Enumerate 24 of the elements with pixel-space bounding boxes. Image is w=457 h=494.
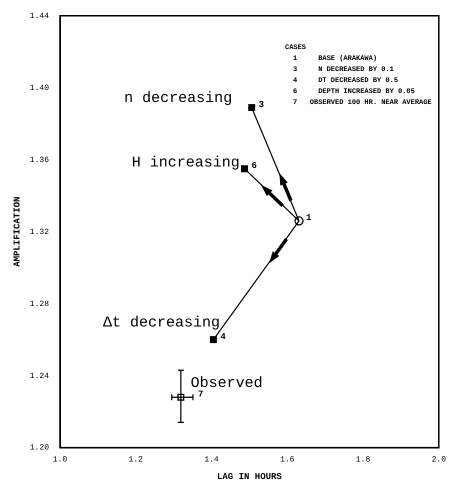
- annotation: Δt decreasing: [103, 314, 220, 332]
- x-tick-label: 1.0: [52, 456, 68, 465]
- annotation: H increasing: [132, 154, 240, 172]
- x-tick-label: 2.0: [432, 456, 446, 465]
- y-tick-label: 1.32: [30, 228, 50, 237]
- x-tick-label: 1.8: [356, 456, 370, 465]
- x-tick-label: 1.4: [204, 456, 219, 465]
- series-label: 4: [220, 332, 226, 342]
- x-axis-title: LAG IN HOURS: [216, 472, 282, 482]
- y-tick-label: 1.44: [30, 12, 50, 21]
- series-label: 1: [306, 213, 312, 224]
- series-label: 7: [198, 389, 204, 400]
- y-tick-label: 1.40: [30, 84, 50, 93]
- x-tick-label: 1.6: [280, 456, 295, 465]
- y-tick-label: 1.20: [30, 444, 50, 453]
- y-axis-title: AMPLIFICATION: [12, 196, 23, 267]
- annotation: Observed: [190, 374, 263, 392]
- y-tick-label: 1.24: [30, 372, 50, 381]
- y-tick-label: 1.36: [30, 156, 50, 165]
- x-tick-label: 1.2: [128, 456, 144, 465]
- y-tick-label: 1.28: [30, 300, 50, 309]
- series-label: 3: [258, 100, 264, 110]
- annotation: n decreasing: [124, 90, 232, 107]
- series-label: 6: [251, 160, 257, 171]
